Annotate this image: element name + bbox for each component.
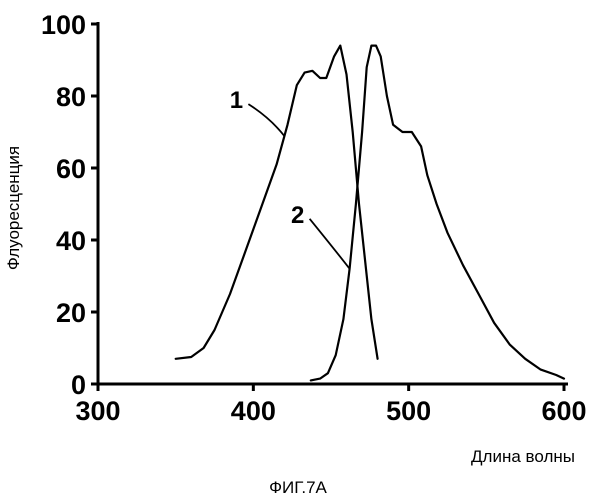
annotation-leader-line: [248, 104, 284, 136]
annotation-leader-line: [310, 219, 350, 269]
x-tick-label: 300: [75, 396, 120, 426]
x-tick-label: 600: [541, 396, 586, 426]
y-tick-label: 60: [56, 154, 86, 184]
axes: [98, 22, 568, 384]
curve-1-label: 1: [230, 87, 243, 114]
series-1-line: [176, 46, 378, 359]
x-tick-label: 400: [231, 396, 276, 426]
x-axis-label: Длина волны: [471, 447, 575, 466]
y-tick-label: 40: [56, 226, 86, 256]
x-tick-label: 500: [386, 396, 431, 426]
y-tick-label: 100: [41, 10, 86, 40]
figure-caption: ФИГ.7А: [269, 478, 327, 497]
y-tick-label: 20: [56, 298, 86, 328]
y-tick-label: 80: [56, 82, 86, 112]
curve-2-label: 2: [291, 202, 304, 229]
y-axis-label: Флуоресценция: [4, 146, 23, 270]
